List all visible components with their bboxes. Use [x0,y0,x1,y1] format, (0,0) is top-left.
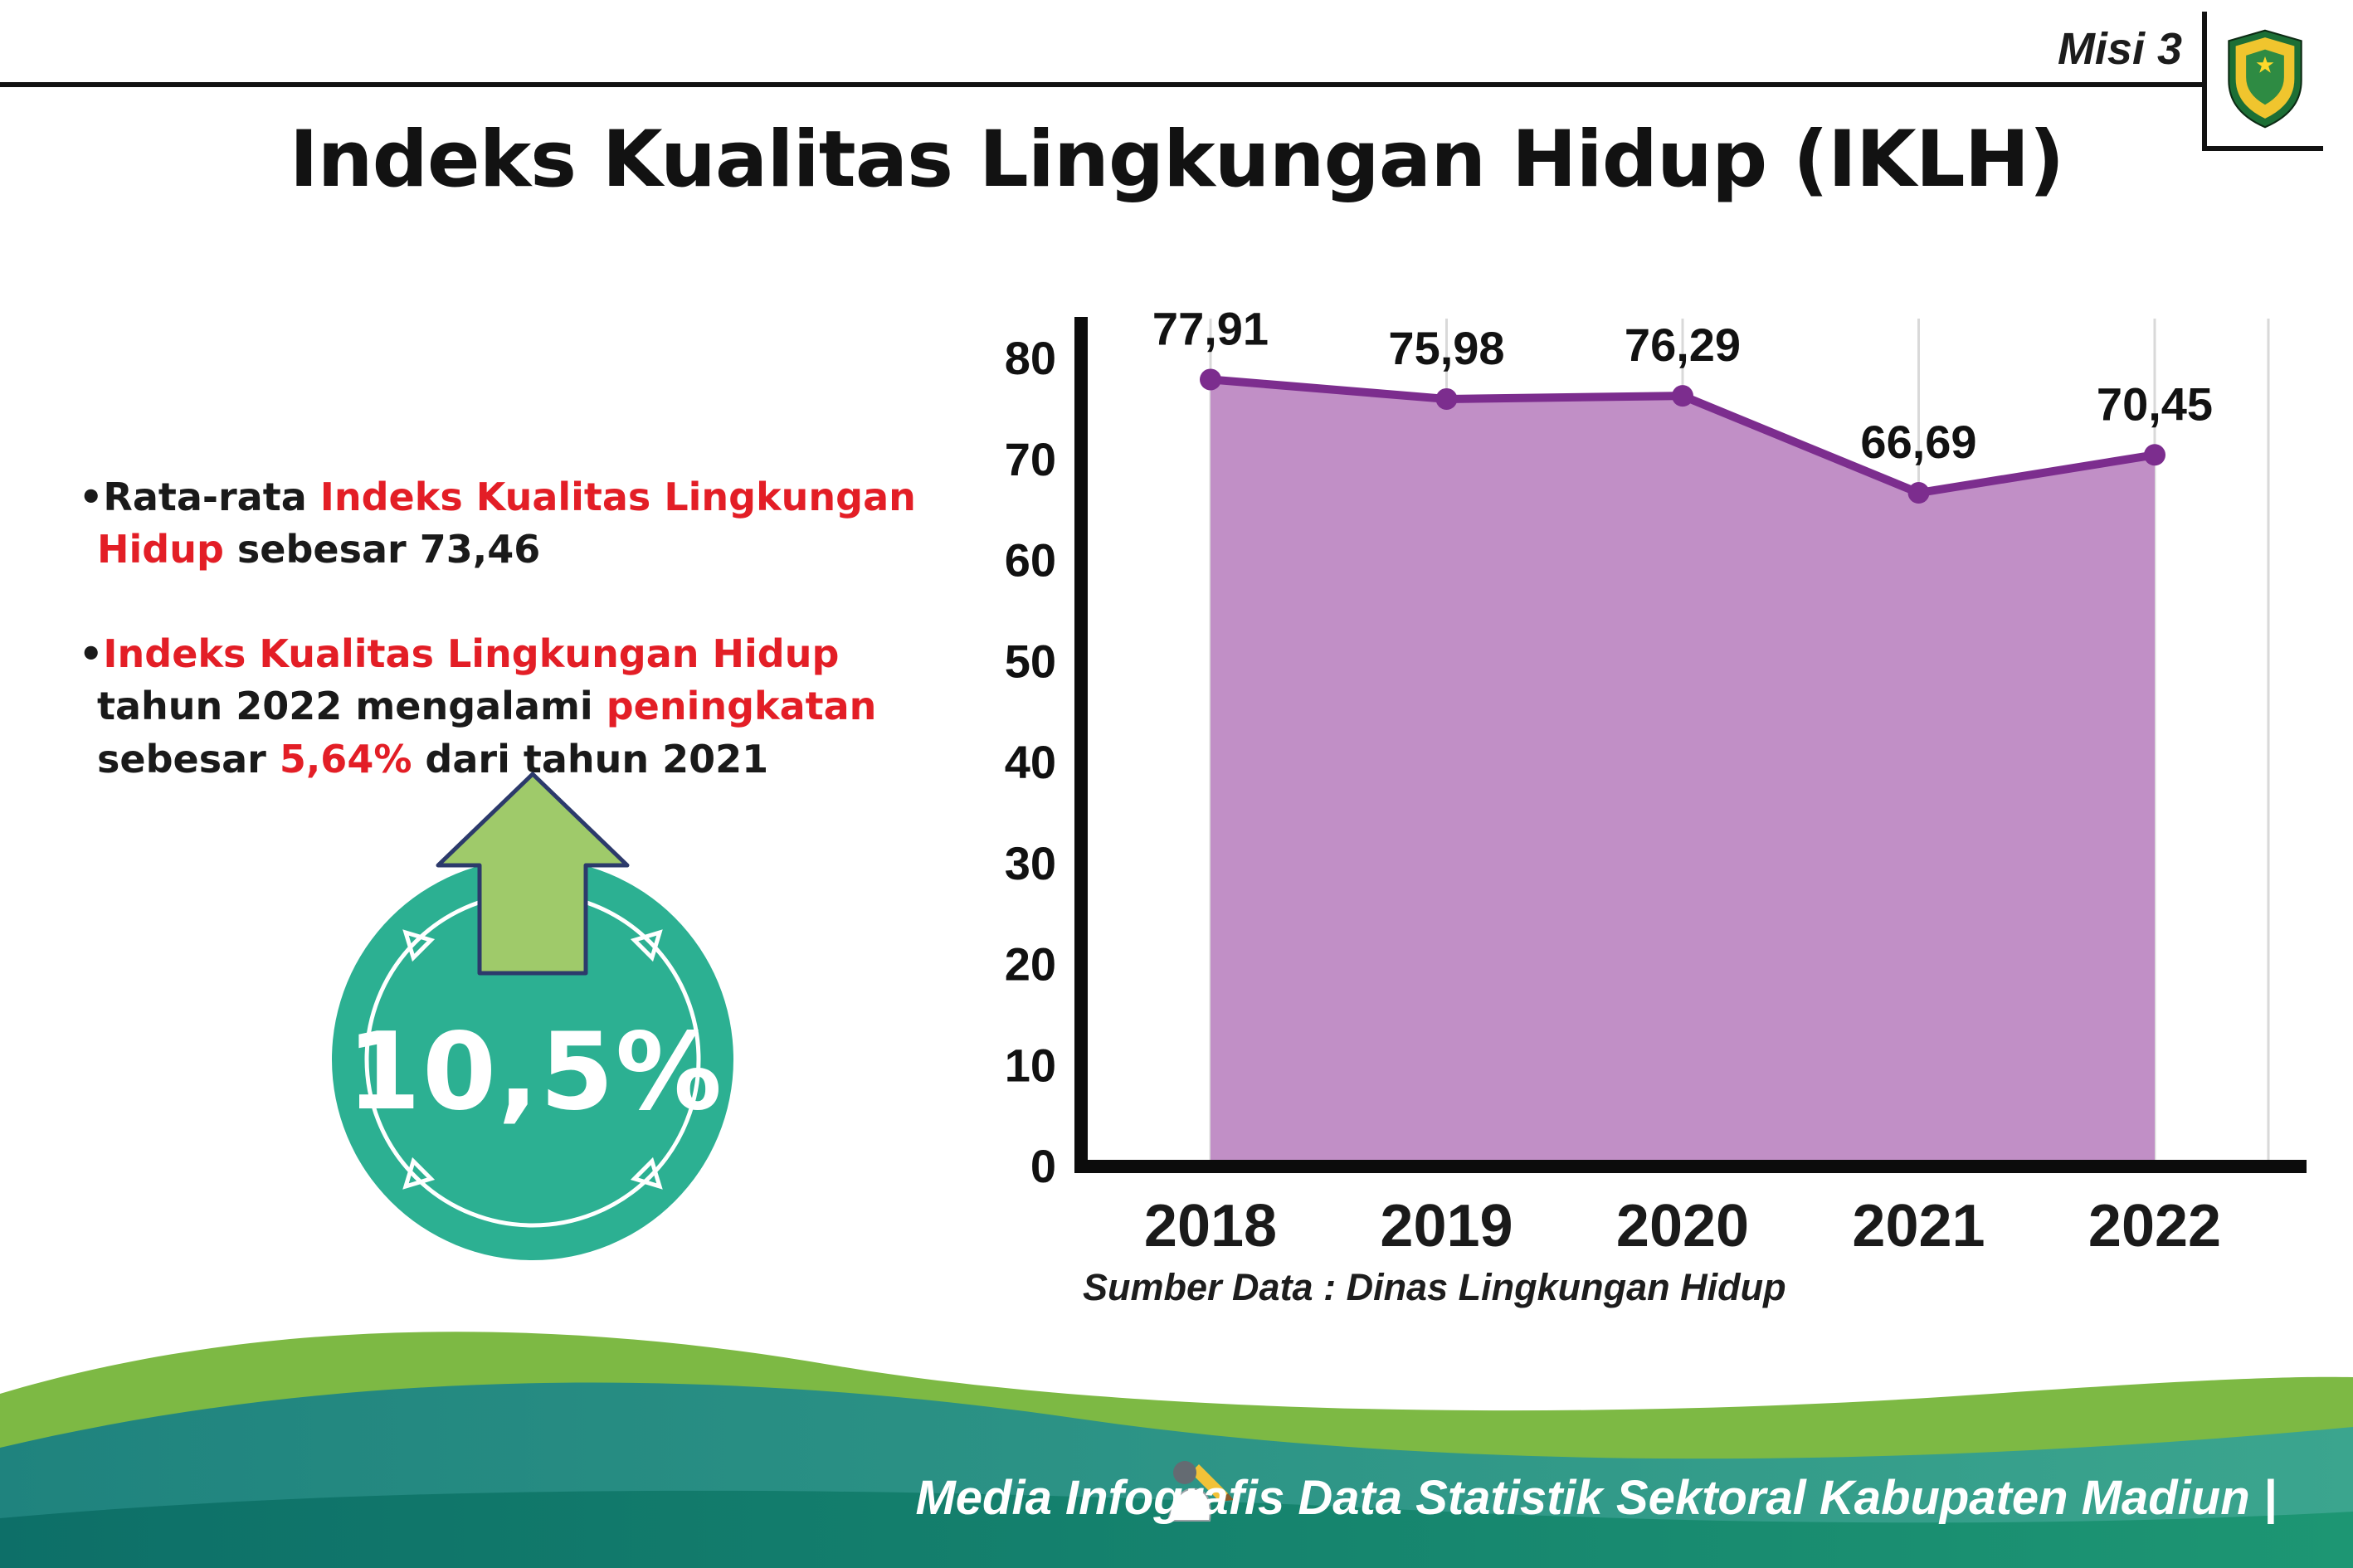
shield-emblem [2246,49,2284,105]
y-tick-label: 70 [1005,433,1056,485]
point-label: 66,69 [1860,416,1976,468]
y-tick-label: 80 [1005,332,1056,384]
y-tick-label: 0 [1030,1140,1056,1192]
data-point [1200,368,1221,391]
shield-logo-icon [2228,29,2302,129]
data-source: Sumber Data : Dinas Lingkungan Hidup [1083,1266,1786,1308]
data-point [1435,387,1458,410]
mascot-writer-icon [1167,1461,1234,1522]
x-tick-label: 2022 [2088,1193,2221,1259]
y-tick-label: 30 [1005,837,1056,889]
ring-triangle-ne [630,929,663,962]
up-arrow-icon [436,772,630,976]
text-segment: tahun 2022 mengalami [97,684,607,729]
wave-dark [0,1490,2353,1568]
bullet-average-iklh: •Rata-rata Indeks Kualitas Lingkungan Hi… [79,471,971,577]
text-segment: Indeks Kualitas Lingkungan Hidup [103,631,840,676]
page-title: Indeks Kualitas Lingkungan Hidup (IKLH) [289,114,2065,205]
bullet-iklh-2022-increase: •Indeks Kualitas Lingkungan Hidup tahun … [79,628,971,786]
text-segment: •Rata-rata [79,475,320,519]
point-label: 75,98 [1388,322,1504,374]
ring-triangle-nw [402,929,436,962]
mascot-head [1173,1461,1196,1484]
x-tick-label: 2020 [1616,1193,1749,1259]
text-segment: peningkatan [606,684,877,729]
point-label: 76,29 [1625,319,1741,371]
iklh-area-chart: 77,91 75,98 76,29 66,69 70,45 0 10 20 30 40 50 60 70… [1005,309,2307,1259]
x-tick-label: 2019 [1380,1193,1513,1259]
footer-credit: Media Infografis Data Statistik Sektoral… [915,1471,2277,1525]
increase-percentage: 10,5% [346,1010,724,1134]
text-segment: • [79,631,104,676]
badge-circle [332,859,733,1260]
ring-triangle-sw [402,1157,436,1190]
text-segment: sebesar 73,46 [223,527,541,572]
header-divider [0,82,2205,87]
ring-triangle-se [630,1157,663,1190]
data-point [2144,444,2165,466]
point-label: 77,91 [1152,309,1269,354]
data-point [1907,482,1930,504]
data-point [1672,385,1693,407]
pencil-icon [1191,1464,1228,1502]
x-tick-label: 2018 [1144,1193,1277,1259]
kabupaten-madiun-logo [2202,12,2323,151]
y-tick-label: 20 [1005,938,1056,991]
mascot-body [1167,1488,1211,1522]
text-segment: dari tahun 2021 [412,736,769,782]
pencil-tip [1220,1493,1234,1502]
increase-badge [332,772,733,1260]
text-segment: sebesar [97,736,280,782]
y-tick-label: 50 [1005,635,1056,687]
area-fill [1211,379,2155,1166]
y-tick-label: 40 [1005,736,1056,788]
misi-label: Misi 3 [2057,24,2182,74]
text-segment: 5,64% [279,736,412,782]
y-tick-label: 60 [1005,534,1056,587]
y-tick-label: 10 [1005,1039,1056,1091]
star-icon [2256,56,2274,73]
key-findings: •Rata-rata Indeks Kualitas Lingkungan Hi… [79,471,971,837]
point-label: 70,45 [2097,377,2213,430]
x-tick-label: 2021 [1852,1193,1985,1259]
text-segment: Indeks Kualitas Lingkungan Hidup [97,475,916,572]
